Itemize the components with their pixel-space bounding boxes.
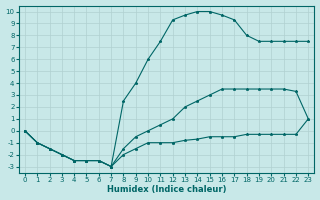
X-axis label: Humidex (Indice chaleur): Humidex (Indice chaleur) bbox=[107, 185, 226, 194]
